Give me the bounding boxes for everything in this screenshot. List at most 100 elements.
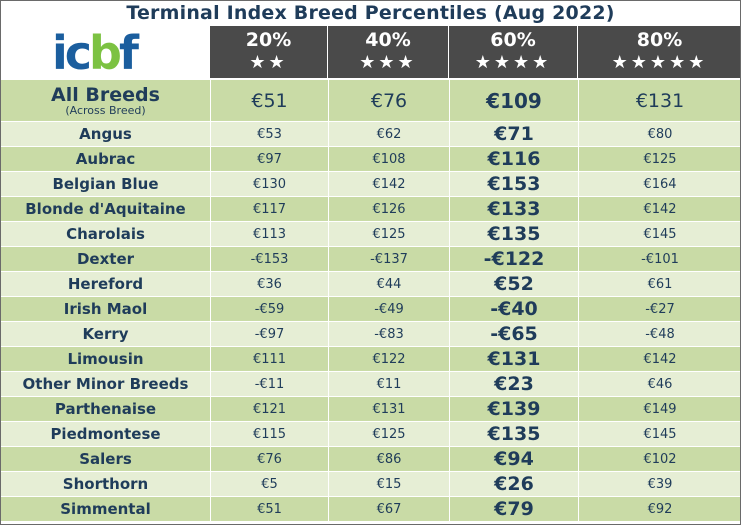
table-row: Angus €53 €62 €71 €80 [0, 121, 741, 147]
value-cell-80: -€48 [578, 321, 741, 347]
breed-name: Limousin [0, 346, 211, 372]
breed-name: Irish Maol [0, 296, 211, 322]
value-cell-40: €86 [328, 446, 450, 472]
table-row: Blonde d'Aquitaine €117 €126 €133 €142 [0, 196, 741, 222]
table-row: Salers €76 €86 €94 €102 [0, 446, 741, 472]
star-rating-icon: ★★★ [359, 52, 417, 73]
value-cell-20: -€97 [210, 321, 329, 347]
breed-name: Salers [0, 446, 211, 472]
breed-subtitle: (Across Breed) [65, 103, 146, 117]
column-header-percent: 80% [636, 29, 683, 51]
value-cell-60: €116 [449, 146, 579, 172]
table-row: Limousin €111 €122 €131 €142 [0, 346, 741, 372]
value-cell-80: €131 [578, 79, 741, 122]
value-cell-20: €36 [210, 271, 329, 297]
value-cell-20: -€11 [210, 371, 329, 397]
value-cell-20: €97 [210, 146, 329, 172]
breed-name: Blonde d'Aquitaine [0, 196, 211, 222]
value-cell-40: €131 [328, 396, 450, 422]
star-rating-icon: ★★★★ [474, 52, 552, 73]
breed-name: Simmental [0, 496, 211, 522]
table-row: Belgian Blue €130 €142 €153 €164 [0, 171, 741, 197]
breed-name: Piedmontese [0, 421, 211, 447]
value-cell-80: €142 [578, 196, 741, 222]
logo-text-part: f [118, 26, 139, 80]
value-cell-80: €80 [578, 121, 741, 147]
column-header-20: 20% ★★ [210, 26, 327, 78]
value-cell-80: €142 [578, 346, 741, 372]
icbf-logo: icbf [52, 28, 172, 78]
value-cell-60: -€40 [449, 296, 579, 322]
breed-name: Shorthorn [0, 471, 211, 497]
value-cell-60: €139 [449, 396, 579, 422]
column-header-percent: 40% [365, 29, 411, 51]
breed-name: Belgian Blue [0, 171, 211, 197]
value-cell-40: -€137 [328, 246, 450, 272]
value-cell-60: -€122 [449, 246, 579, 272]
value-cell-40: €67 [328, 496, 450, 522]
value-cell-40: €142 [328, 171, 450, 197]
value-cell-40: €62 [328, 121, 450, 147]
value-cell-80: €92 [578, 496, 741, 522]
value-cell-40: -€49 [328, 296, 450, 322]
table-row-all-breeds: All Breeds (Across Breed) €51 €76 €109 €… [0, 79, 741, 122]
table-row: Hereford €36 €44 €52 €61 [0, 271, 741, 297]
breed-name: Hereford [0, 271, 211, 297]
breed-name: Angus [0, 121, 211, 147]
value-cell-20: -€59 [210, 296, 329, 322]
value-cell-60: €94 [449, 446, 579, 472]
value-cell-80: -€101 [578, 246, 741, 272]
table-row: Piedmontese €115 €125 €135 €145 [0, 421, 741, 447]
breed-name: Kerry [0, 321, 211, 347]
value-cell-60: €79 [449, 496, 579, 522]
star-rating-icon: ★★★★★ [611, 52, 708, 73]
value-cell-20: €121 [210, 396, 329, 422]
value-cell-60: €131 [449, 346, 579, 372]
value-cell-60: €153 [449, 171, 579, 197]
column-header-percent: 20% [245, 29, 292, 51]
table-row: Irish Maol -€59 -€49 -€40 -€27 [0, 296, 741, 322]
value-cell-20: €53 [210, 121, 329, 147]
value-cell-80: €102 [578, 446, 741, 472]
value-cell-80: €61 [578, 271, 741, 297]
value-cell-20: €51 [210, 79, 329, 122]
value-cell-80: €164 [578, 171, 741, 197]
logo-text-part: ic [52, 26, 92, 80]
value-cell-20: €113 [210, 221, 329, 247]
value-cell-80: €125 [578, 146, 741, 172]
breed-name-cell: All Breeds (Across Breed) [0, 79, 211, 122]
breed-name: All Breeds [51, 83, 160, 106]
value-cell-60: €135 [449, 421, 579, 447]
value-cell-20: €51 [210, 496, 329, 522]
table-row: Dexter -€153 -€137 -€122 -€101 [0, 246, 741, 272]
value-cell-60: €26 [449, 471, 579, 497]
value-cell-40: €108 [328, 146, 450, 172]
column-header-80: 80% ★★★★★ [578, 26, 741, 78]
value-cell-20: €117 [210, 196, 329, 222]
breed-name: Other Minor Breeds [0, 371, 211, 397]
value-cell-80: -€27 [578, 296, 741, 322]
value-cell-40: €126 [328, 196, 450, 222]
table-row: Simmental €51 €67 €79 €92 [0, 496, 741, 522]
value-cell-80: €149 [578, 396, 741, 422]
value-cell-80: €145 [578, 421, 741, 447]
breed-name: Aubrac [0, 146, 211, 172]
value-cell-20: €115 [210, 421, 329, 447]
logo-text-part: b [89, 26, 122, 80]
table-row: Other Minor Breeds -€11 €11 €23 €46 [0, 371, 741, 397]
value-cell-40: €15 [328, 471, 450, 497]
column-header-percent: 60% [490, 29, 536, 51]
value-cell-60: -€65 [449, 321, 579, 347]
value-cell-20: €76 [210, 446, 329, 472]
value-cell-20: €130 [210, 171, 329, 197]
value-cell-40: €125 [328, 221, 450, 247]
value-cell-40: €76 [328, 79, 450, 122]
column-header-60: 60% ★★★★ [449, 26, 577, 78]
value-cell-60: €52 [449, 271, 579, 297]
value-cell-40: €125 [328, 421, 450, 447]
breed-percentile-table: All Breeds (Across Breed) €51 €76 €109 €… [0, 79, 741, 522]
value-cell-60: €109 [449, 79, 579, 122]
value-cell-80: €39 [578, 471, 741, 497]
value-cell-60: €135 [449, 221, 579, 247]
value-cell-20: -€153 [210, 246, 329, 272]
